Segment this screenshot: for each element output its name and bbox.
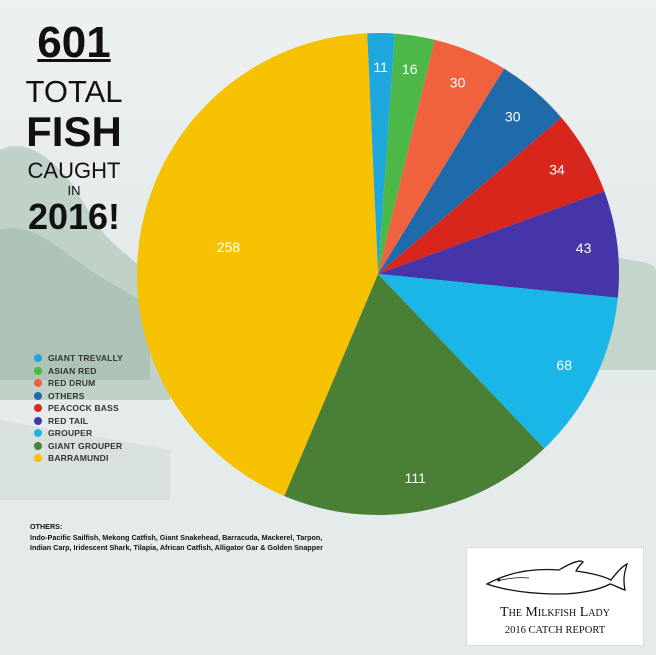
legend-swatch [34,454,42,462]
legend-label: GIANT GROUPER [48,440,123,451]
legend-item: GIANT GROUPER [34,440,123,452]
legend-label: GIANT TREVALLY [48,353,124,363]
pie-slice-giant-trevally [367,32,395,274]
fish-icon [485,560,629,595]
legend-swatch [34,416,42,425]
slice-value-label: 30 [450,75,466,91]
pie-slice-giant-grouper [284,274,545,516]
slice-value-label: 68 [556,357,572,373]
slice-value-label: 111 [405,470,426,486]
legend-label: RED TAIL [48,415,89,426]
legend-item: PEACOCK BASS [34,402,123,414]
headline-in: IN [67,183,81,198]
slice-value-label: 43 [576,240,592,256]
legend-label: BARRAMUNDI [48,453,109,463]
legend-item: RED DRUM [34,377,123,389]
chart-legend: GIANT TREVALLY ASIAN RED RED DRUM OTHERS PEA… [34,352,123,465]
logo-title: The Milkfish Lady [500,605,610,620]
legend-label: OTHERS [48,390,85,401]
headline-caught: CAUGHT [27,158,121,183]
legend-item: GIANT TREVALLY [34,352,123,364]
headline-year: 2016! [27,196,121,237]
legend-label: ASIAN RED [48,365,97,376]
pie-slice-barramundi [136,33,378,497]
legend-swatch [34,441,42,450]
legend-item: RED TAIL [34,415,123,427]
legend-label: GROUPER [48,428,93,438]
legend-label: PEACOCK BASS [48,403,119,413]
legend-swatch [34,354,42,362]
others-note-text: Indo-Pacific Sailfish, Mekong Catfish, G… [30,532,323,553]
legend-swatch [34,379,42,387]
legend-swatch [34,429,42,437]
slice-value-label: 11 [373,59,388,75]
slice-value-label: 30 [505,109,521,125]
others-note: OTHERS: Indo-Pacific Sailfish, Mekong Ca… [30,522,330,554]
logo-subtitle: 2016 CATCH REPORT [504,625,606,636]
pie-slice-peacock-bass [378,117,605,274]
legend-swatch [34,404,42,412]
slice-value-label: 16 [402,61,418,77]
headline-fish: FISH [26,108,122,155]
pie-slice-grouper [378,274,618,449]
pie-slice-others [378,68,562,274]
legend-swatch [34,366,42,375]
headline-total: TOTAL [25,74,123,109]
pie-slice-asian-red [378,33,435,275]
others-note-title: OTHERS: [30,522,63,531]
slice-value-label: 34 [549,162,565,178]
legend-label: RED DRUM [48,378,96,388]
total-count: 601 [37,18,111,67]
brand-logo: The Milkfish Lady 2016 CATCH REPORT [466,547,644,646]
pie-slice-red-tail [378,191,620,298]
legend-item: ASIAN RED [34,365,123,377]
pie-slice-red-drum [378,39,505,274]
legend-item: GROUPER [34,427,123,439]
legend-item: OTHERS [34,390,123,402]
legend-item: BARRAMUNDI [34,452,123,464]
slice-value-label: 258 [217,239,241,255]
legend-swatch [34,391,42,400]
